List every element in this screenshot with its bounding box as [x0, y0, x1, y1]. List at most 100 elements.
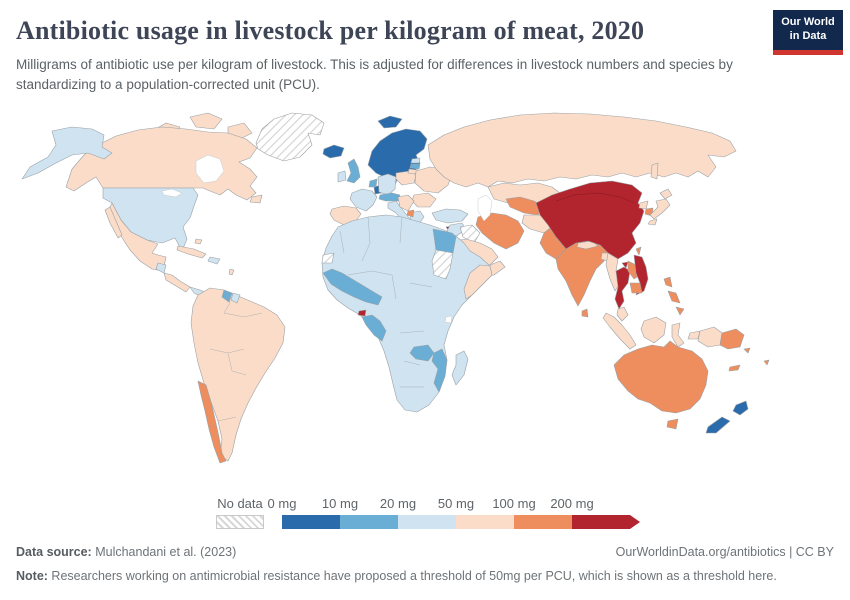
region-myanmar[interactable]	[605, 252, 621, 292]
region-somalia[interactable]	[463, 264, 493, 300]
region-madagascar[interactable]	[451, 350, 469, 386]
region-romania-bulgaria[interactable]	[411, 192, 437, 208]
region-ireland[interactable]	[337, 170, 347, 183]
region-alaska[interactable]	[21, 126, 113, 180]
legend-bin[interactable]	[398, 515, 456, 529]
owid-url-link[interactable]: OurWorldinData.org/antibiotics | CC BY	[615, 545, 834, 559]
region-zambia[interactable]	[409, 344, 435, 362]
owid-logo[interactable]: Our World in Data	[773, 10, 843, 55]
legend-bin[interactable]	[282, 515, 340, 529]
region-western-sahara[interactable]	[321, 252, 335, 264]
region-sakhalin[interactable]	[650, 162, 659, 180]
region-australia[interactable]	[613, 340, 709, 414]
region-germany[interactable]	[377, 173, 397, 196]
region-balkans[interactable]	[397, 194, 415, 212]
region-tasmania[interactable]	[666, 418, 679, 430]
region-new-zealand-north[interactable]	[732, 400, 749, 416]
region-west-africa[interactable]	[322, 268, 383, 306]
legend-no-data-swatch[interactable]	[216, 515, 264, 529]
region-greenland[interactable]	[255, 112, 325, 162]
region-hainan[interactable]	[621, 261, 629, 269]
region-borneo[interactable]	[640, 316, 667, 344]
region-iceland[interactable]	[322, 144, 345, 159]
region-svalbard[interactable]	[377, 115, 403, 129]
legend-tick-label: 200 mg	[550, 496, 594, 511]
region-russia[interactable]	[427, 112, 737, 188]
region-taiwan[interactable]	[635, 246, 642, 256]
region-malaysia[interactable]	[616, 306, 629, 322]
region-latvia[interactable]	[409, 163, 421, 170]
region-japan-honshu[interactable]	[649, 198, 671, 220]
region-fiji[interactable]	[763, 359, 770, 366]
region-philippines[interactable]	[675, 306, 685, 316]
legend-bin[interactable]	[340, 515, 398, 529]
region-japan-kyushu[interactable]	[647, 218, 658, 226]
region-cuba[interactable]	[176, 245, 207, 259]
legend-bin[interactable]	[514, 515, 572, 529]
region-albania-macedonia[interactable]	[406, 209, 415, 218]
region-north-korea[interactable]	[638, 200, 649, 210]
caspian-sea	[477, 194, 493, 222]
region-turkey[interactable]	[431, 208, 469, 224]
border-africa	[339, 216, 433, 388]
region-bahamas[interactable]	[194, 238, 203, 245]
legend-tick-label: 100 mg	[492, 496, 536, 511]
region-mozambique[interactable]	[431, 348, 448, 393]
region-low-countries[interactable]	[368, 178, 378, 188]
region-cambodia[interactable]	[629, 282, 643, 294]
footer-row: Data source: Mulchandani et al. (2023) O…	[16, 545, 834, 559]
region-newfoundland[interactable]	[249, 194, 263, 204]
region-congo-gabon[interactable]	[361, 314, 387, 342]
region-suriname[interactable]	[230, 292, 241, 304]
region-philippines[interactable]	[667, 290, 681, 304]
legend-tick-label: 10 mg	[321, 496, 359, 511]
region-united-kingdom[interactable]	[346, 158, 361, 184]
legend-no-data-label: No data	[217, 496, 263, 511]
note-value: Researchers working on antimicrobial res…	[47, 569, 777, 583]
region-sri-lanka[interactable]	[581, 308, 589, 318]
legend-arrow-cap	[630, 515, 640, 529]
owid-logo-line1: Our World	[781, 16, 835, 28]
region-vietnam[interactable]	[633, 254, 649, 296]
region-thailand[interactable]	[614, 266, 631, 310]
footer-note: Note: Researchers working on antimicrobi…	[16, 569, 834, 583]
region-sudan[interactable]	[431, 249, 454, 280]
hudson-bay	[195, 154, 225, 184]
region-solomon-islands[interactable]	[743, 347, 751, 354]
region-chile[interactable]	[197, 380, 227, 464]
region-papua-new-guinea[interactable]	[719, 328, 745, 350]
region-sulawesi[interactable]	[671, 322, 685, 348]
region-equatorial-guinea[interactable]	[357, 309, 367, 317]
region-new-caledonia[interactable]	[728, 364, 741, 372]
region-south-america[interactable]	[190, 287, 286, 462]
region-new-zealand-south[interactable]	[705, 416, 731, 434]
data-source-value: Mulchandani et al. (2023)	[91, 545, 237, 559]
lake-victoria	[444, 315, 453, 324]
border-south-america	[209, 290, 263, 422]
region-china[interactable]	[535, 180, 645, 260]
region-japan-hokkaido[interactable]	[659, 188, 673, 200]
note-label: Note:	[16, 569, 48, 583]
region-alps[interactable]	[378, 192, 401, 202]
region-hispaniola[interactable]	[207, 256, 221, 265]
legend-bin[interactable]	[572, 515, 630, 529]
region-antilles[interactable]	[228, 268, 235, 276]
region-indonesia-east[interactable]	[687, 330, 701, 340]
region-sumatra[interactable]	[602, 312, 637, 350]
legend-bin[interactable]	[456, 515, 514, 529]
region-estonia[interactable]	[410, 157, 421, 164]
region-guyana[interactable]	[221, 289, 233, 303]
region-iran[interactable]	[475, 212, 525, 250]
region-france[interactable]	[349, 188, 378, 212]
world-choropleth-map	[0, 103, 850, 495]
region-guatemala[interactable]	[155, 262, 167, 274]
region-arctic-islands[interactable]	[189, 112, 223, 130]
region-egypt[interactable]	[432, 228, 457, 254]
region-baja-california[interactable]	[104, 206, 123, 239]
region-central-america[interactable]	[163, 272, 191, 293]
region-iraq[interactable]	[459, 224, 481, 244]
region-west-papua[interactable]	[697, 326, 723, 348]
legend-tick-label: 50 mg	[437, 496, 475, 511]
region-philippines[interactable]	[663, 276, 673, 288]
